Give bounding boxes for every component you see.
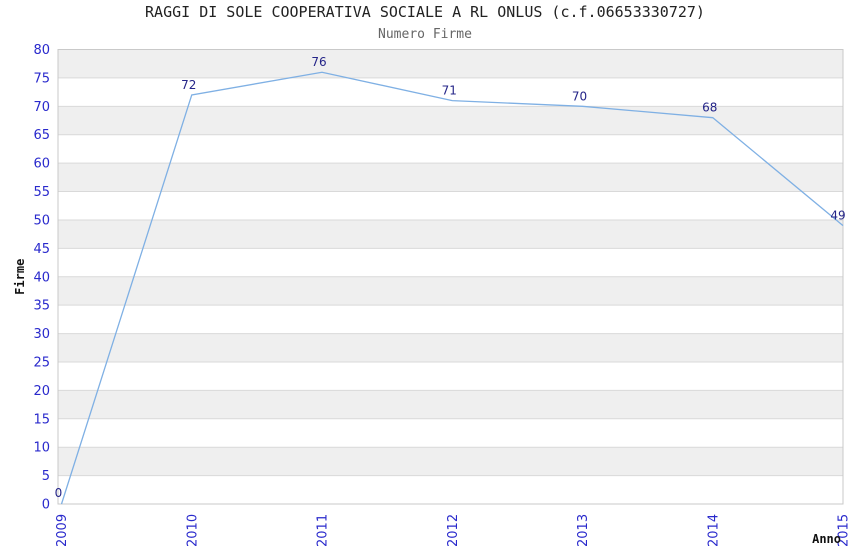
grid-band [58,134,843,164]
x-axis-title: Anno [812,532,841,546]
y-tick-label: 70 [33,100,50,115]
grid-band [58,390,843,419]
data-label: 76 [311,55,326,69]
data-label: 68 [702,101,717,115]
y-tick-label: 10 [33,441,50,456]
y-tick-label: 60 [33,157,50,172]
x-tick-label: 2013 [576,514,591,547]
grid-band [58,77,843,107]
data-label: 0 [55,486,63,500]
data-label: 72 [181,78,196,92]
x-tick-label: 2010 [185,514,200,547]
x-tick-label: 2015 [837,514,850,547]
grid-band [58,248,843,277]
y-tick-label: 45 [33,242,50,257]
grid-band [58,219,843,249]
x-tick-label: 2012 [446,514,461,547]
x-tick-label: 2014 [706,514,721,547]
y-tick-label: 65 [33,128,50,143]
x-tick-label: 2009 [55,514,70,547]
y-tick-label: 35 [33,299,50,314]
y-tick-label: 50 [33,213,50,228]
chart-subtitle: Numero Firme [378,27,472,42]
grid-band [58,361,843,391]
grid-band [58,475,843,504]
plot-border [57,49,844,505]
y-tick-label: 25 [33,355,50,370]
y-tick-label: 20 [33,384,50,399]
y-tick-label: 40 [33,270,50,285]
chart-title: RAGGI DI SOLE COOPERATIVA SOCIALE A RL O… [145,3,705,21]
data-label: 49 [830,209,845,223]
y-tick-label: 5 [42,469,50,484]
grid-band [58,163,843,192]
y-tick-label: 55 [33,185,50,200]
grid-band [58,106,843,135]
y-tick-label: 80 [33,43,50,58]
grid-band [58,447,843,476]
y-tick-label: 0 [42,498,50,513]
grid-band [58,191,843,220]
y-tick-label: 15 [33,412,50,427]
data-label: 71 [442,84,457,98]
series-line [60,71,844,505]
y-axis-title: Firme [13,259,27,295]
y-tick-label: 30 [33,327,50,342]
grid-band [58,49,843,78]
grid-band [58,418,843,448]
grid-band [58,305,843,334]
grid-band [58,333,843,362]
y-tick-label: 75 [33,71,50,86]
x-tick-label: 2011 [316,514,331,547]
data-label: 70 [572,89,587,103]
grid-band [58,276,843,306]
